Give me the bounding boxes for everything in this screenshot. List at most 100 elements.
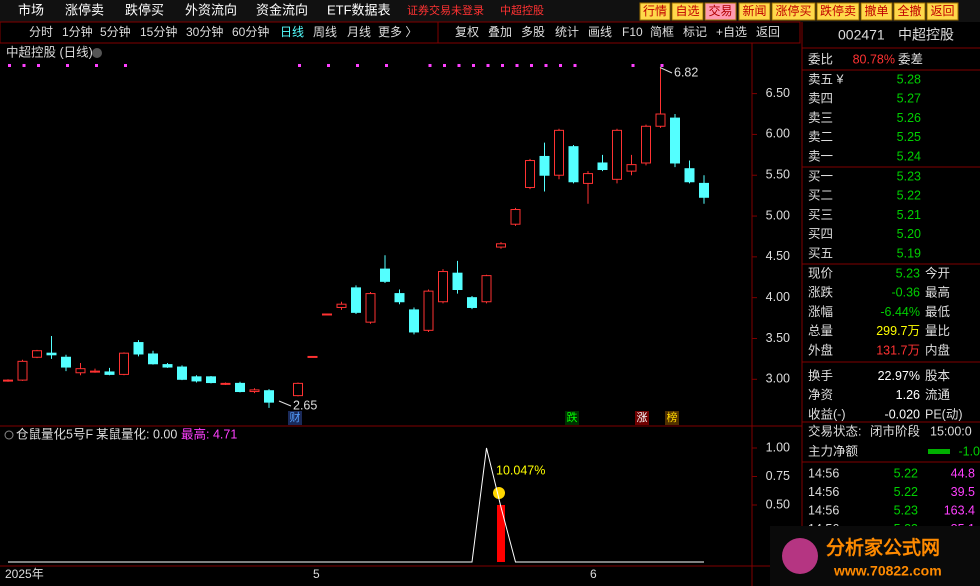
button[interactable] [816,2,860,21]
indicator-line [8,447,704,563]
tool-button[interactable]: 画线 [588,25,612,39]
trade-volume: 39.5 [951,485,975,499]
bid-price: 5.23 [897,169,921,183]
menu-item[interactable]: 资金流向 [256,2,308,17]
tool-button[interactable]: 统计 [555,25,579,39]
tool-button[interactable]: +自选 [716,25,747,39]
candle-body [423,290,434,331]
button-label[interactable]: 行情 [643,4,667,18]
candle-body [496,243,506,248]
smiley-icon [493,487,505,499]
button[interactable] [926,2,959,21]
button[interactable] [771,2,816,21]
indicator-value: 某鼠量化: 0.00 [96,426,177,441]
button-label[interactable]: 撤单 [864,3,888,18]
tool-button[interactable]: 简框 [650,25,674,39]
stat-value: 131.7万 [876,343,920,357]
stat-label: 涨跌 [808,285,834,300]
event-marker[interactable] [565,411,579,425]
signal-dot [660,64,664,67]
y-tick-label: 6.00 [766,127,790,141]
low-annotation: 2.65 [293,398,317,412]
signal-dot [559,64,562,67]
date-label: 2025年 [5,567,44,581]
event-marker[interactable] [665,411,679,425]
menu-item[interactable]: 涨停卖 [65,2,104,17]
button[interactable] [671,2,704,21]
annotation-pointer [278,400,292,407]
button-label[interactable]: 返回 [930,4,954,18]
signal-dot [356,64,359,67]
period-tab[interactable]: 60分钟 [232,24,269,39]
y-tick-label: 5.50 [766,168,790,182]
toolbar [0,21,801,44]
menu-item[interactable]: 外资流向 [185,2,237,17]
dropdown-icon[interactable] [92,48,102,58]
indicator-bar [497,505,505,562]
candle-body [365,293,376,323]
tool-button[interactable]: 叠加 [488,25,512,39]
candle-body [438,271,448,303]
period-tab[interactable]: 月线 [347,25,371,39]
candle-body [293,382,303,397]
tool-button[interactable]: F10 [622,25,643,39]
period-tab[interactable]: 30分钟 [186,24,223,39]
candle-body [351,287,361,313]
stat-value: 22.97% [878,369,920,383]
menu-item[interactable]: 跌停买 [125,2,164,17]
stat-value: -0.020 [885,407,920,421]
button-label[interactable]: 涨停买 [775,3,811,18]
candle-body [3,379,13,382]
ask-price: 5.27 [897,92,921,106]
period-tab[interactable]: 5分钟 [100,24,131,39]
period-tab[interactable]: 15分钟 [140,24,177,39]
ask-label: 卖五 ¥ [808,72,843,86]
button-label[interactable]: 全撤 [897,3,921,18]
indicator-name: 仓鼠量化5号F [16,426,93,441]
settings-icon[interactable] [4,430,14,440]
logo-icon [782,538,818,574]
ask-label: 卖一 [808,149,833,163]
trade-time: 14:56 [808,503,839,517]
candle-body [119,352,129,375]
period-tab[interactable]: 日线 [280,25,304,39]
event-marker-label[interactable]: 财 [290,410,301,424]
period-tab[interactable]: 分时 [29,25,53,39]
event-marker-label[interactable]: 榜 [667,410,678,424]
candle-body [467,297,477,308]
period-tab[interactable]: 周线 [313,25,337,39]
event-marker[interactable] [635,411,649,425]
tool-button[interactable]: 多股 [521,25,545,39]
candle-body [104,371,115,375]
button[interactable] [639,2,671,21]
button-label[interactable]: 跌停卖 [820,3,856,18]
button-label[interactable]: 新闻 [742,3,766,18]
period-tab[interactable]: 更多 〉 [378,25,417,39]
button[interactable] [893,2,926,21]
button[interactable] [704,2,737,21]
button[interactable] [738,2,771,21]
signal-dot [22,64,26,67]
stat-value: -0.36 [892,286,921,300]
tool-button[interactable]: 复权 [455,25,479,39]
event-marker[interactable] [288,411,302,425]
bid-label: 买二 [808,189,833,203]
tool-button[interactable]: 返回 [756,25,780,39]
tool-button[interactable]: 标记 [683,25,707,39]
candle-body [191,376,202,382]
button[interactable] [860,2,893,21]
bar-label: 10.047% [496,463,545,477]
button-label[interactable]: 交易 [708,3,732,18]
event-marker-label[interactable]: 涨 [637,411,648,424]
stat-label: 股本 [925,369,951,383]
period-tab[interactable]: 1分钟 [62,24,93,39]
event-marker-label[interactable]: 跌 [567,410,578,424]
ask-price: 5.25 [897,130,921,144]
trade-price: 5.22 [894,466,918,480]
stat-label: 外盘 [808,342,833,357]
button-label[interactable]: 自选 [675,4,699,18]
candle-body [612,129,622,180]
menu-item[interactable]: ETF数据表 [327,2,391,17]
signal-dot [327,64,330,67]
menu-item[interactable]: 市场 [18,2,44,17]
